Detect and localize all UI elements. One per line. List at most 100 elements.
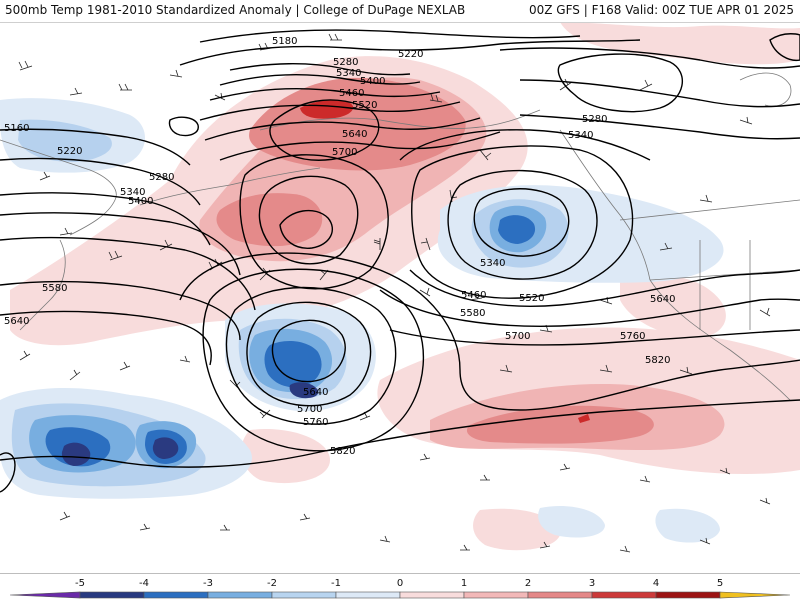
west-coast [649,279,791,401]
contour-line [499,47,800,69]
legend-tick-label: -5 [75,578,85,589]
contour-label: 5220 [398,49,423,60]
warm-anomaly-strong [466,405,654,444]
contour-label: 5160 [4,123,29,134]
legend-tick-label: -4 [139,578,149,589]
alaska-coast [259,109,541,131]
legend-tick-label: 5 [717,578,723,589]
contour-line [0,310,212,366]
great-lakes-hint [739,72,792,107]
siberia-coast [0,139,117,236]
kamchatka [19,239,66,331]
contour-label: 5580 [42,283,67,294]
contour-label: 5640 [4,316,29,327]
contour-label: 5520 [519,293,544,304]
contour-line [199,101,461,121]
legend-swatch [335,591,401,599]
contour-line [519,114,800,140]
contour-label: 5340 [480,258,505,269]
height-contours [0,29,800,493]
contour-line [204,117,481,141]
legend-swatch-above-max [719,591,791,599]
contour-line [225,286,397,425]
legend-swatch [399,591,465,599]
contour-label: 5820 [330,446,355,457]
cold-anomaly-deep [498,215,536,244]
contour-line [168,116,199,137]
contour-label: 5460 [461,290,486,301]
contour-line [0,157,201,206]
contour-line [0,452,16,493]
contour-label: 5640 [303,387,328,398]
contour-line [519,79,800,108]
contour-label: 5640 [342,129,367,140]
contour-label: 5340 [336,68,361,79]
contour-line [0,236,256,311]
contour-label: 5400 [360,76,385,87]
contour-label: 5760 [620,331,645,342]
title-bar: 500mb Temp 1981-2010 Standardized Anomal… [0,0,800,23]
legend-tick-label: 1 [461,578,467,589]
contour-label: 5460 [339,88,364,99]
contour-line [239,154,389,290]
contour-line [0,128,191,166]
legend-scale: -5 -4 -3 -2 -1 0 1 2 3 4 5 [9,578,791,599]
legend-tick-label: 3 [589,578,595,589]
anomaly-map: 5180 5280 5340 5400 5460 5520 5640 5700 … [0,22,800,553]
cold-anomaly-light [655,508,720,543]
contour-label: 5640 [650,294,675,305]
contour-label: 5180 [272,36,297,47]
legend-swatch [207,591,273,599]
contour-label: 5280 [333,57,358,68]
contour-label: 5760 [303,417,328,428]
contour-line [209,88,441,101]
cold-anomaly-core [61,442,91,466]
contour-line [219,74,421,86]
cold-anomaly-deep [264,340,322,388]
aleutian-chain [139,167,321,206]
contour-label: 5280 [582,114,607,125]
coastlines [0,72,800,401]
contour-line [379,289,800,327]
contour-line [389,329,800,346]
contour-line [179,39,641,66]
legend-tick-label: -1 [331,578,341,589]
cold-anomaly-core [152,437,179,459]
warm-anomaly-light [241,429,330,484]
contour-line [269,99,380,161]
contour-line [769,33,800,62]
legend-tick-label: 2 [525,578,531,589]
contour-line [246,301,372,407]
legend-swatch [143,591,209,599]
contour-label: 5340 [568,130,593,141]
contour-line [557,53,683,113]
cold-anomaly-light [538,505,605,538]
legend-swatch [527,591,593,599]
bc-coast [559,129,651,281]
legend-swatch [79,591,145,599]
contour-label: 5220 [57,146,82,157]
canada-borders [619,199,800,330]
contour-line [411,145,634,299]
legend-tick-label: -3 [203,578,213,589]
map-area: 5180 5280 5340 5400 5460 5520 5640 5700 … [0,22,800,573]
contour-line [258,175,359,265]
contour-line [0,192,211,246]
legend-tick-label: -2 [267,578,277,589]
warm-anomaly-peak [578,414,590,423]
contour-line [0,399,800,468]
contour-line [473,188,570,257]
contour-label: 5700 [297,404,322,415]
legend-swatch [463,591,529,599]
legend-swatch [591,591,657,599]
contour-labels: 5180 5280 5340 5400 5460 5520 5640 5700 … [4,36,675,457]
contour-line [279,209,333,249]
contour-line [229,63,411,76]
contour-line [199,29,581,43]
contour-line [447,169,598,280]
contour-label: 5820 [645,355,670,366]
contour-label: 5340 [120,187,145,198]
contour-line [219,131,501,161]
cold-anomaly-core [289,382,319,399]
contour-line [271,319,346,383]
